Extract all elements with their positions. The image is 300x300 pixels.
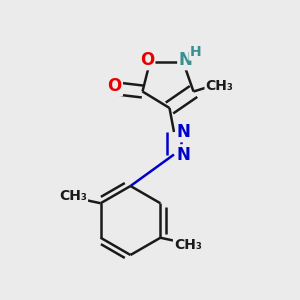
Text: CH₃: CH₃ [59, 189, 87, 203]
Text: CH₃: CH₃ [174, 238, 202, 252]
Text: N: N [178, 51, 192, 69]
Text: O: O [140, 51, 154, 69]
Text: N: N [177, 123, 190, 141]
Text: H: H [190, 46, 201, 59]
Text: N: N [177, 146, 190, 164]
Text: O: O [107, 77, 122, 95]
Text: CH₃: CH₃ [206, 79, 233, 92]
